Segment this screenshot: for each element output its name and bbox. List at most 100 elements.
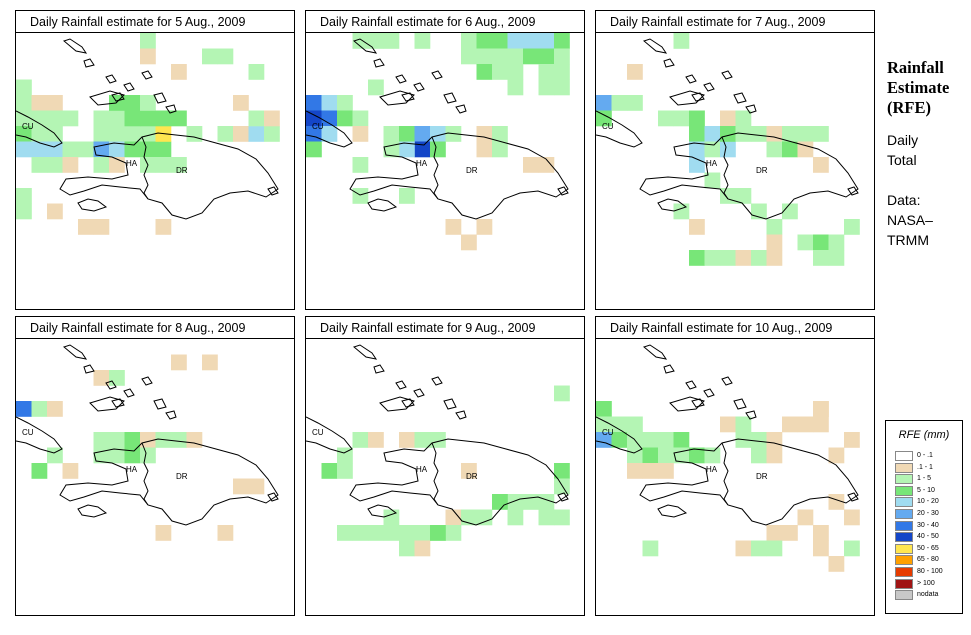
rainfall-cell — [383, 126, 400, 142]
cuba-coastline — [596, 416, 643, 454]
rainfall-cell — [124, 141, 141, 158]
rainfall-cell — [554, 478, 570, 495]
rainfall-cell — [704, 141, 721, 158]
rainfall-cell — [383, 141, 400, 158]
data-source-2: TRMM — [887, 232, 929, 248]
rainfall-cell — [689, 219, 705, 235]
rainfall-cell — [523, 494, 539, 510]
rainfall-cell — [538, 509, 555, 526]
rainfall-cell — [735, 188, 752, 204]
bahamas-island — [721, 70, 733, 80]
turks-caicos-island — [455, 104, 467, 114]
rainfall-cell — [171, 432, 187, 448]
rainfall-cell — [658, 432, 674, 448]
rainfall-cell — [430, 525, 446, 541]
panel-aug-9: Daily Rainfall estimate for 9 Aug., 2009… — [305, 316, 585, 616]
rainfall-cell — [828, 556, 845, 572]
rainfall-cell — [31, 401, 48, 417]
rainfall-cell — [383, 33, 400, 49]
puerto-rico-outline — [847, 186, 859, 196]
rainfall-cell — [337, 525, 353, 541]
rainfall-cell — [782, 126, 798, 142]
panel-title: Daily Rainfall estimate for 5 Aug., 2009 — [15, 10, 295, 34]
panel-aug-6: Daily Rainfall estimate for 6 Aug., 2009… — [305, 10, 585, 310]
rainfall-cell — [538, 48, 555, 65]
bahamas-island — [395, 74, 407, 84]
rainfall-cell — [554, 79, 570, 96]
rainfall-cell — [538, 64, 555, 80]
puerto-rico-outline — [847, 492, 859, 502]
rainfall-cell — [264, 110, 280, 127]
inagua-island — [89, 90, 125, 106]
rainfall-cell — [554, 385, 570, 402]
rainfall-cell — [813, 250, 829, 266]
rainfall-cell — [62, 463, 79, 479]
rainfall-cell — [627, 447, 643, 464]
rainfall-map: CU HA DR — [305, 338, 585, 616]
data-source-1: NASA– — [887, 212, 933, 228]
rainfall-cell — [399, 432, 415, 448]
rainfall-cell — [399, 525, 415, 541]
rainfall-cell — [673, 447, 690, 464]
bahamas-island — [105, 74, 117, 84]
bahamas-island — [111, 92, 125, 102]
cuba-label: CU — [22, 428, 34, 437]
legend-swatch — [895, 543, 913, 554]
rainfall-cell — [751, 540, 767, 557]
haiti-label: HA — [126, 159, 138, 168]
rainfall-cell — [140, 447, 156, 464]
rainfall-cell — [31, 463, 48, 479]
rainfall-map: CU HA DR — [305, 32, 585, 310]
cuba-label: CU — [22, 122, 34, 131]
rainfall-cell — [368, 79, 384, 96]
legend-swatch — [895, 462, 913, 473]
rainfall-cell — [414, 432, 431, 448]
bahamas-island — [111, 398, 125, 408]
rainfall-cell — [766, 219, 783, 235]
rainfall-cell — [47, 110, 63, 127]
legend-label: 80 - 100 — [917, 568, 943, 575]
bahamas-island — [373, 58, 385, 68]
rainfall-cell — [124, 432, 141, 448]
rainfall-cell — [248, 478, 265, 495]
rainfall-cell — [109, 110, 125, 127]
rainfall-cell — [62, 157, 79, 173]
bahamas-island — [703, 388, 715, 398]
legend-swatch — [895, 509, 913, 519]
rainfall-cell — [155, 219, 172, 235]
rainfall-cell — [171, 110, 187, 127]
turks-caicos-island — [745, 104, 757, 114]
dr-label: DR — [466, 472, 478, 481]
rainfall-cell — [766, 525, 783, 541]
rainfall-cell — [109, 141, 125, 158]
rainfall-cell — [627, 463, 643, 479]
turks-caicos-island — [165, 410, 177, 420]
rainfall-cell — [813, 234, 829, 251]
legend-swatch — [895, 567, 913, 577]
rainfall-cell — [673, 110, 690, 127]
rainfall-cell — [476, 509, 493, 526]
rainfall-cell — [476, 64, 493, 80]
rainfall-cell — [217, 126, 234, 142]
haiti-dr-border — [141, 136, 149, 200]
rainfall-cell — [93, 141, 110, 158]
rainfall-cell — [140, 141, 156, 158]
rainfall-cell — [31, 95, 48, 111]
rainfall-cell — [140, 126, 156, 142]
haiti-label: HA — [416, 465, 428, 474]
haiti-dr-border — [141, 442, 149, 506]
rainfall-cell — [596, 401, 612, 417]
rainfall-cell — [554, 33, 570, 49]
map-svg: CU HA DR — [596, 344, 860, 572]
legend-swatch — [895, 532, 913, 543]
rainfall-cell — [31, 126, 48, 142]
rainfall-cell — [352, 110, 369, 127]
rainfall-cell — [171, 354, 187, 371]
rainfall-cell — [109, 370, 125, 386]
rainfall-cell — [735, 540, 752, 557]
rainfall-cell — [93, 370, 110, 386]
cuba-coastline — [306, 416, 353, 454]
rainfall-cell — [217, 48, 234, 65]
rainfall-cell — [828, 447, 845, 464]
jamaica-coastline — [77, 504, 108, 518]
